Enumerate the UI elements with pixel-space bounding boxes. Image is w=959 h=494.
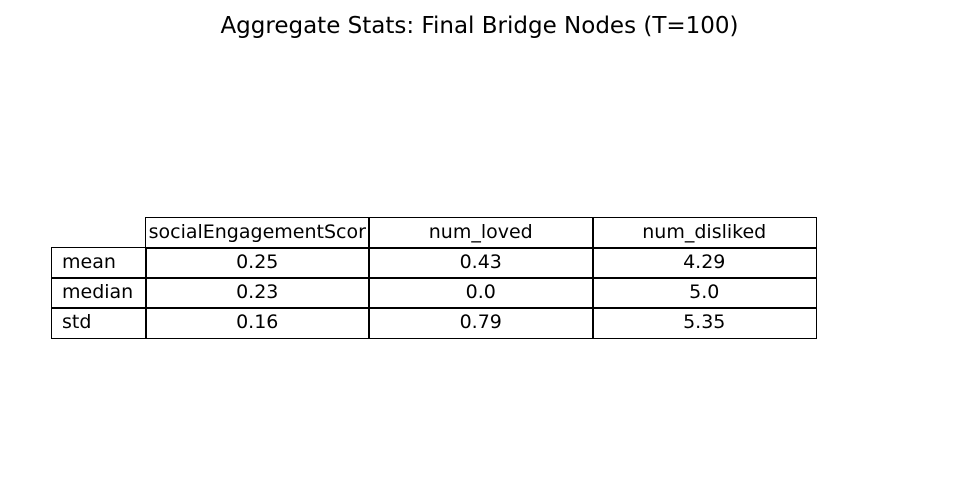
column-header-label: num_disliked [642,221,767,243]
row-header: median [51,277,147,309]
column-header: socialEngagementScor [145,217,370,249]
column-header-label: socialEngagementScor [148,221,366,243]
column-header: num_disliked [592,217,817,249]
table-cell: 5.0 [592,277,817,309]
table-cell: 0.25 [145,247,370,279]
table-cell: 0.79 [368,307,594,339]
table-cell: 5.35 [592,307,817,339]
table-cell: 0.16 [145,307,370,339]
row-header: mean [51,247,147,279]
table-cell: 0.43 [368,247,594,279]
column-header: num_loved [368,217,594,249]
table-cell: 0.23 [145,277,370,309]
table-cell: 4.29 [592,247,817,279]
row-header: std [51,307,147,339]
column-header-label: num_loved [428,221,533,243]
chart-title: Aggregate Stats: Final Bridge Nodes (T=1… [220,13,739,39]
table-cell: 0.0 [368,277,594,309]
